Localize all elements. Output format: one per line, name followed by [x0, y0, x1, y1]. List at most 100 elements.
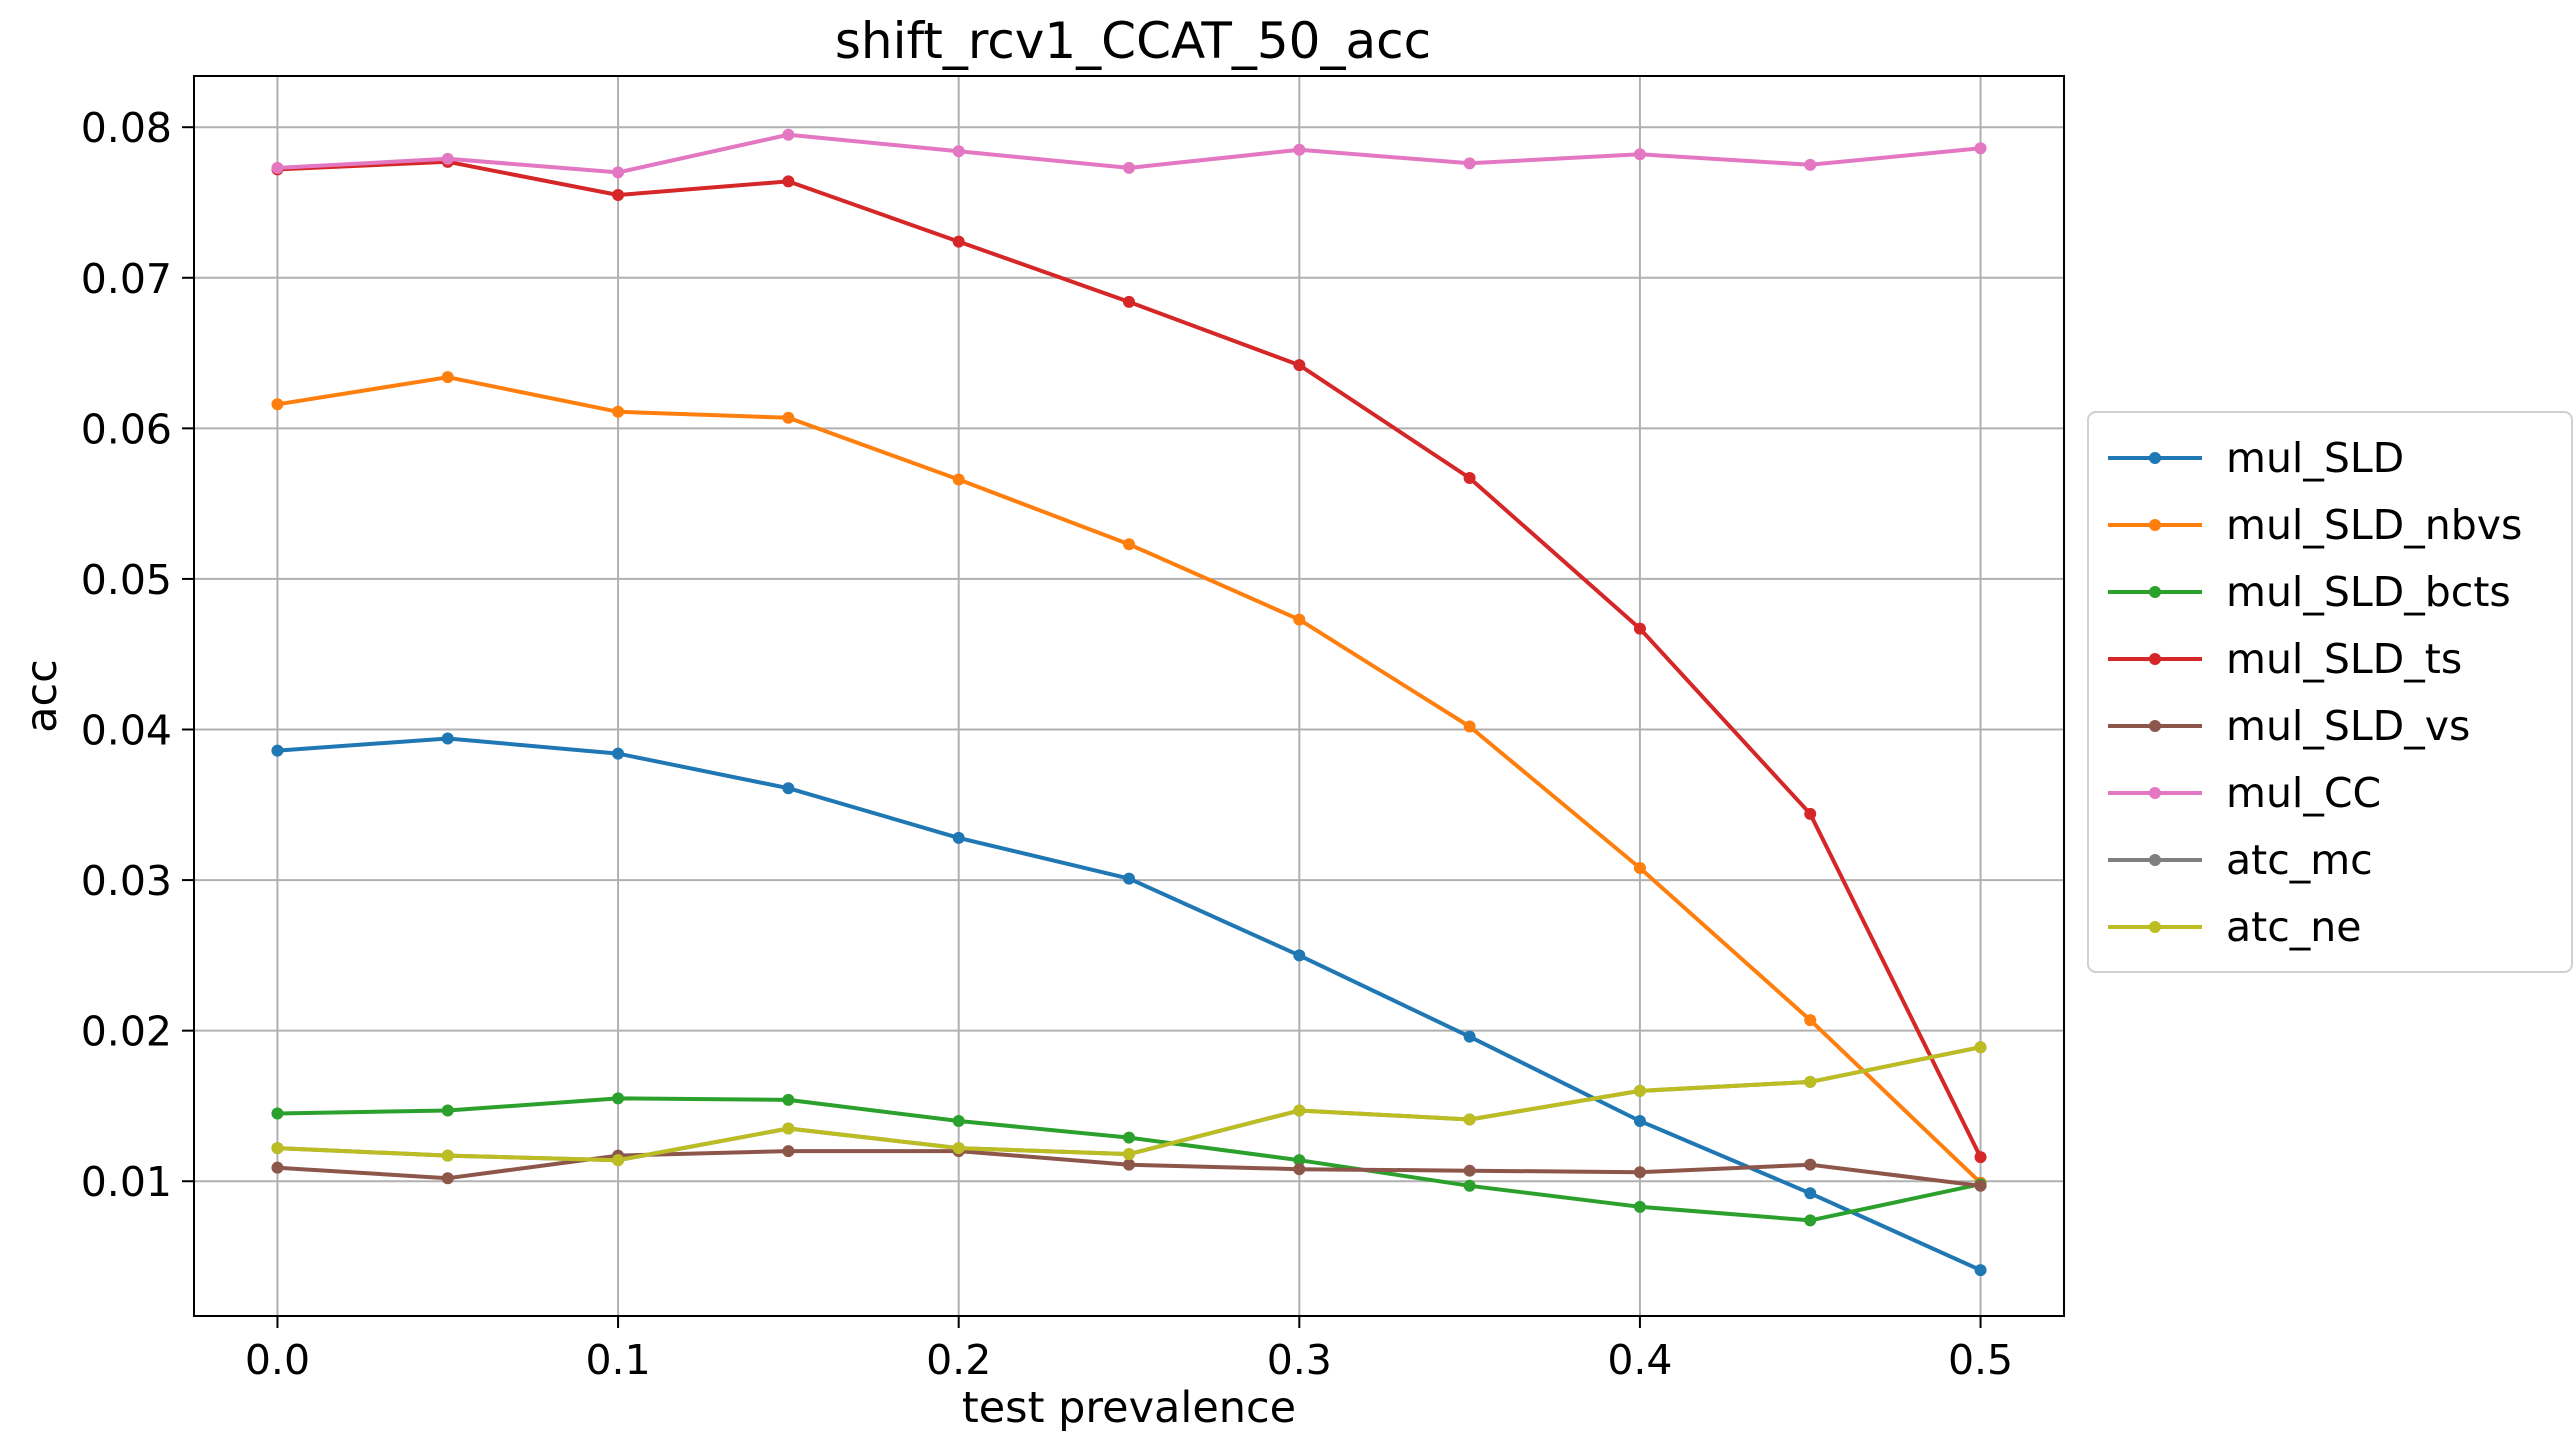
data-point	[1463, 720, 1476, 733]
y-tick-label: 0.01	[81, 1158, 172, 1206]
legend-label: mul_SLD_nbvs	[2226, 501, 2522, 549]
x-axis-label: test prevalence	[962, 1383, 1296, 1433]
legend-marker	[2149, 653, 2161, 665]
data-point	[441, 732, 454, 745]
data-point	[1293, 1163, 1306, 1176]
y-tick-label: 0.07	[81, 255, 172, 303]
data-point	[1633, 1115, 1646, 1128]
data-point	[441, 371, 454, 384]
data-point	[1293, 143, 1306, 156]
data-point	[952, 1115, 965, 1128]
data-point	[1804, 158, 1817, 171]
legend-label: mul_SLD	[2226, 434, 2404, 482]
legend-label: mul_SLD_vs	[2226, 702, 2470, 750]
series-mul_SLD	[271, 732, 1987, 1277]
series-atc_ne	[271, 1041, 1987, 1167]
data-point	[1974, 1041, 1987, 1054]
data-point	[952, 235, 965, 248]
legend-item-mul_SLD: mul_SLD	[2108, 434, 2404, 482]
data-point	[1463, 157, 1476, 170]
legend-item-mul_CC: mul_CC	[2108, 769, 2381, 817]
data-point	[782, 1122, 795, 1135]
data-point	[271, 744, 284, 757]
data-point	[271, 161, 284, 174]
data-point	[441, 152, 454, 165]
y-axis: 0.01 0.02 0.03 0.04 0.05 0.06 0.07 0.08	[81, 104, 194, 1206]
legend-label: atc_ne	[2226, 903, 2361, 951]
legend-item-mul_SLD_vs: mul_SLD_vs	[2108, 702, 2470, 750]
data-point	[612, 166, 625, 179]
y-tick-label: 0.02	[81, 1008, 172, 1056]
data-point	[612, 1092, 625, 1105]
legend-marker	[2149, 921, 2161, 933]
data-point	[1633, 622, 1646, 635]
data-point	[1804, 807, 1817, 820]
legend-item-atc_mc: atc_mc	[2108, 836, 2373, 884]
y-tick-label: 0.08	[81, 104, 172, 152]
data-point	[1123, 1131, 1135, 1144]
legend-marker	[2149, 854, 2161, 866]
legend-marker	[2149, 519, 2161, 531]
data-point	[1463, 1113, 1476, 1126]
data-point	[1123, 1148, 1135, 1161]
x-tick-label: 0.5	[1948, 1336, 2013, 1384]
data-point	[1463, 1164, 1476, 1177]
legend-item-mul_SLD_nbvs: mul_SLD_nbvs	[2108, 501, 2522, 549]
x-tick-label: 0.4	[1607, 1336, 1672, 1384]
data-point	[612, 1154, 625, 1167]
data-point	[782, 128, 795, 141]
data-point	[1123, 1158, 1135, 1171]
data-point	[1293, 359, 1306, 372]
data-point	[271, 1161, 284, 1174]
x-tick-label: 0.3	[1267, 1336, 1332, 1384]
data-point	[612, 405, 625, 418]
legend-item-atc_ne: atc_ne	[2108, 903, 2361, 951]
data-point	[612, 188, 625, 201]
data-point	[1463, 1179, 1476, 1192]
data-point	[271, 1142, 284, 1155]
plot-frame	[193, 75, 2065, 1317]
data-point	[1463, 1030, 1476, 1043]
data-point	[952, 831, 965, 844]
data-point	[1123, 295, 1135, 308]
data-point	[782, 1145, 795, 1158]
legend-marker	[2149, 787, 2161, 799]
data-point	[1804, 1187, 1817, 1200]
data-point	[1293, 949, 1306, 962]
data-point	[1633, 148, 1646, 161]
legend-label: atc_mc	[2226, 836, 2373, 884]
chart-title: shift_rcv1_CCAT_50_acc	[835, 12, 1431, 70]
data-point	[1633, 1166, 1646, 1179]
gridlines	[194, 76, 2064, 1316]
data-point	[271, 1107, 284, 1120]
data-point	[1974, 142, 1987, 155]
series-mul_SLD_nbvs	[271, 371, 1987, 1189]
y-tick-label: 0.06	[81, 405, 172, 453]
data-series	[271, 128, 1987, 1277]
data-point	[612, 747, 625, 760]
data-point	[782, 782, 795, 795]
data-point	[1293, 1154, 1306, 1167]
legend-frame	[2087, 411, 2573, 973]
y-tick-label: 0.04	[81, 707, 172, 755]
legend-label: mul_SLD_bcts	[2226, 568, 2511, 616]
x-tick-label: 0.0	[245, 1336, 310, 1384]
data-point	[1293, 1104, 1306, 1117]
y-tick-label: 0.05	[81, 556, 172, 604]
data-point	[1633, 1200, 1646, 1213]
data-point	[1123, 538, 1135, 551]
data-point	[1974, 1151, 1987, 1164]
x-tick-label: 0.1	[585, 1336, 650, 1384]
data-point	[441, 1172, 454, 1185]
data-point	[1633, 1084, 1646, 1097]
y-axis-label: acc	[17, 659, 67, 733]
data-point	[271, 398, 284, 411]
data-point	[1804, 1014, 1817, 1027]
x-tick-label: 0.2	[926, 1336, 991, 1384]
y-tick-label: 0.03	[81, 857, 172, 905]
data-point	[1974, 1264, 1987, 1277]
data-point	[782, 175, 795, 188]
x-axis: 0.0 0.1 0.2 0.3 0.4 0.5	[245, 1316, 2013, 1384]
data-point	[1123, 872, 1135, 885]
